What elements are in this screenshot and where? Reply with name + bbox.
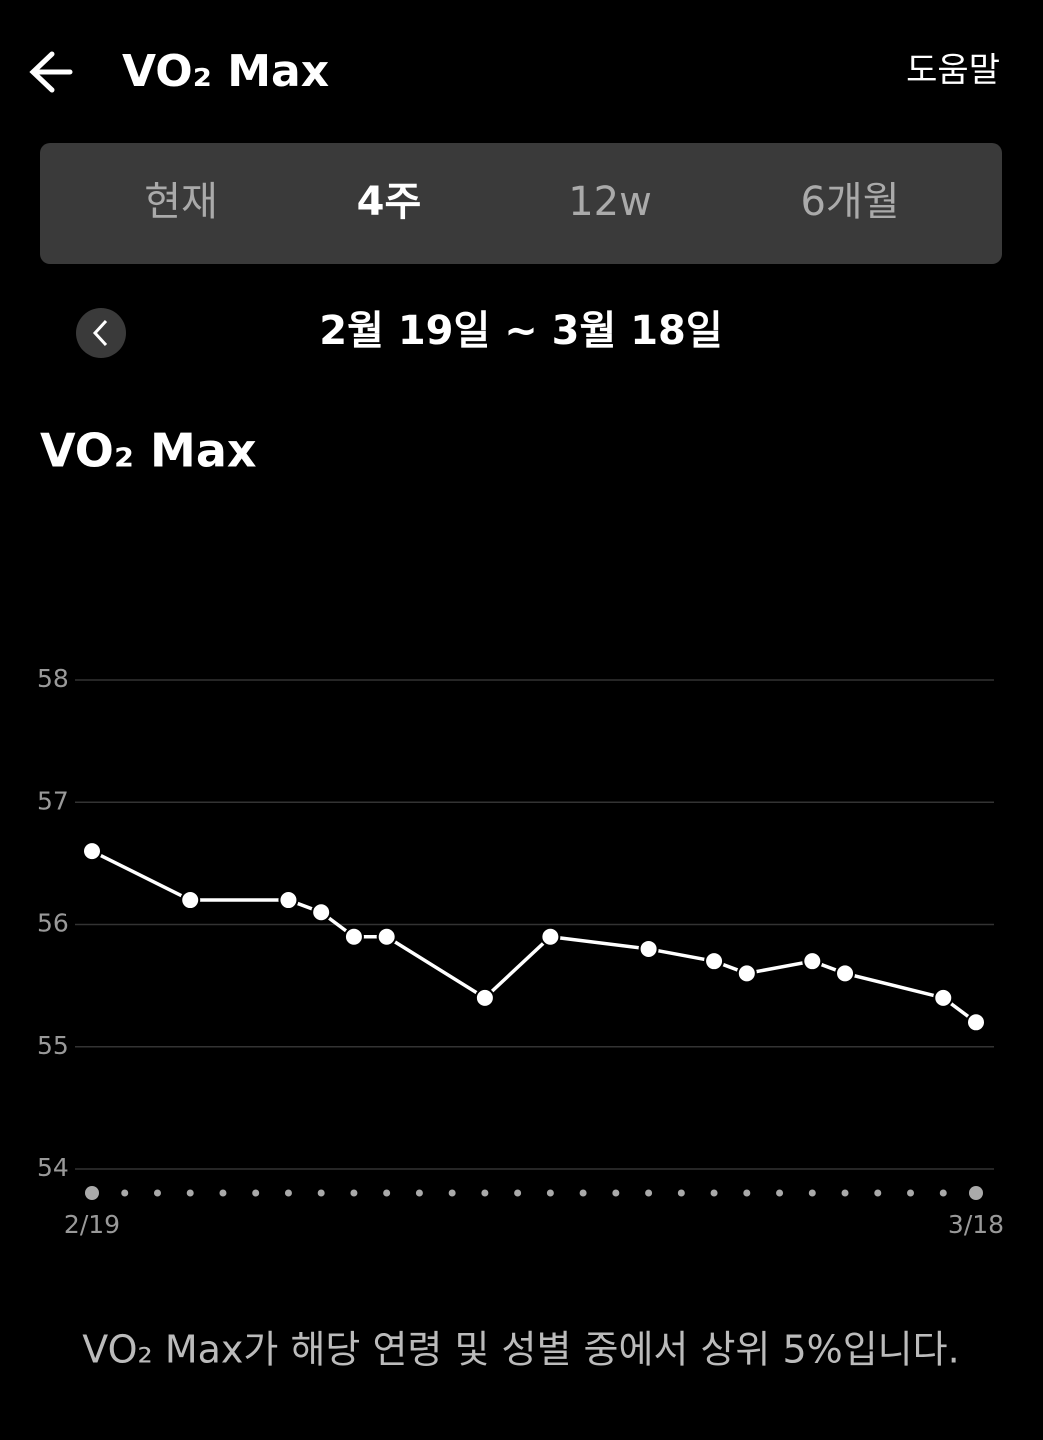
axis-dot	[317, 1189, 325, 1197]
axis-dot	[252, 1189, 260, 1197]
data-point	[835, 963, 856, 984]
chart-title: VO₂ Max	[40, 424, 257, 478]
help-link[interactable]: 도움말	[906, 51, 1000, 91]
tab[interactable]: 4주	[357, 179, 422, 225]
tab-bar	[40, 143, 1002, 264]
axis-dot	[612, 1189, 620, 1197]
axis-dot	[907, 1189, 915, 1197]
data-point	[933, 987, 954, 1008]
data-point	[82, 841, 102, 862]
axis-dot	[415, 1189, 423, 1197]
y-tick-label: 54	[37, 1153, 69, 1182]
axis-dot	[579, 1189, 587, 1197]
x-tick	[969, 1186, 983, 1200]
tab[interactable]: 12w	[568, 179, 652, 225]
axis-dot	[841, 1189, 849, 1197]
y-tick-label: 55	[37, 1031, 69, 1060]
data-point	[376, 926, 397, 947]
data-point	[966, 1012, 986, 1033]
axis-dot	[546, 1189, 554, 1197]
prev-circle	[76, 308, 126, 358]
axis-dot	[284, 1189, 292, 1197]
date-range: 2월 19일 ~ 3월 18일	[319, 308, 722, 354]
axis-dot	[383, 1189, 391, 1197]
axis-dot	[939, 1189, 947, 1197]
back-arrow	[29, 51, 73, 93]
back-button[interactable]	[29, 51, 73, 93]
axis-dot	[219, 1189, 227, 1197]
axis-dot	[776, 1189, 784, 1197]
data-point	[802, 951, 823, 972]
tab[interactable]: 현재	[144, 179, 218, 225]
y-tick-label: 58	[37, 664, 69, 693]
axis-dot	[710, 1189, 718, 1197]
axis-dot	[448, 1189, 456, 1197]
footer-text: VO₂ Max가 해당 연령 및 성별 중에서 상위 5%입니다.	[82, 1328, 959, 1372]
y-tick-label: 57	[37, 786, 69, 815]
data-point	[704, 951, 725, 972]
data-point	[311, 902, 332, 923]
data-point	[736, 963, 757, 984]
axis-dot	[350, 1189, 358, 1197]
y-tick-label: 56	[37, 909, 69, 938]
axis-dot	[645, 1189, 653, 1197]
data-point	[638, 938, 659, 959]
axis-dot	[874, 1189, 882, 1197]
axis-dot	[743, 1189, 751, 1197]
data-point	[278, 890, 299, 911]
data-point	[180, 890, 201, 911]
x-tick	[85, 1186, 99, 1200]
axis-dot	[153, 1189, 161, 1197]
prev-button[interactable]	[76, 308, 126, 358]
data-point	[343, 926, 364, 947]
axis-dot	[121, 1189, 129, 1197]
axis-dot	[677, 1189, 685, 1197]
x-tick-label: 2/19	[64, 1210, 120, 1239]
tab[interactable]: 6개월	[800, 179, 899, 225]
data-point	[474, 987, 495, 1008]
axis-dot	[481, 1189, 489, 1197]
axis-dot	[186, 1189, 194, 1197]
prev-chevron	[92, 319, 108, 347]
data-point	[540, 926, 561, 947]
axis-dot	[808, 1189, 816, 1197]
axis-dot	[514, 1189, 522, 1197]
x-tick-label: 3/18	[948, 1210, 1004, 1239]
page-title: VO₂ Max	[122, 46, 329, 97]
